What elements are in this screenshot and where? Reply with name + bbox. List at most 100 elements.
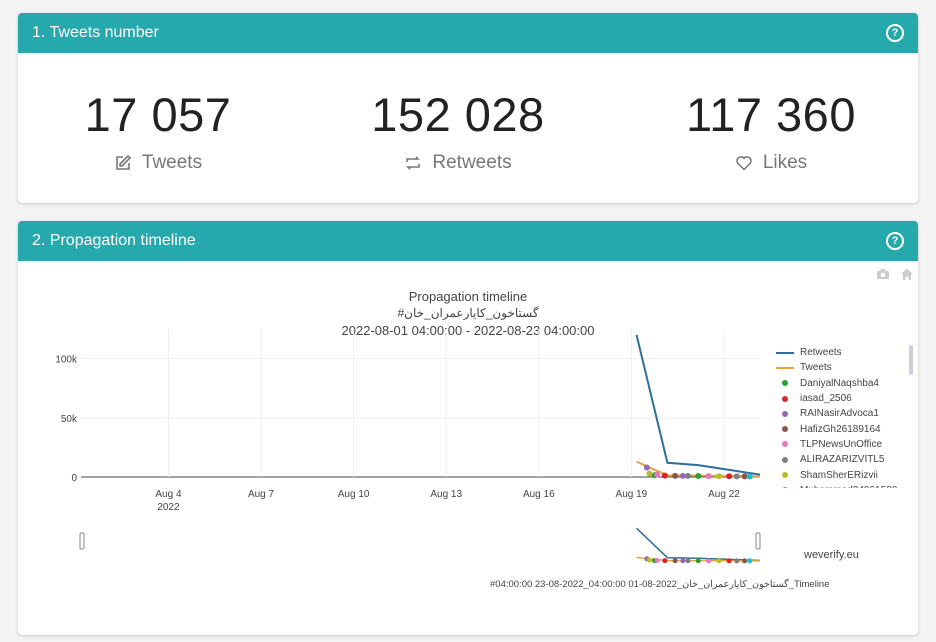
range-marker-alirazarizvitl5	[685, 558, 691, 564]
range-marker-shamshererizvii	[716, 558, 722, 564]
likes-count: 117 360	[686, 88, 856, 141]
range-marker-daniyalnaqshba4	[695, 558, 701, 564]
x-tick-label: Aug 16	[523, 489, 555, 500]
range-marker-iasad_2506	[662, 558, 668, 564]
marker-alirazarizvitl5	[733, 473, 740, 480]
chart-date-range: 2022-08-01 04:00:00 - 2022-08-23 04:00:0…	[341, 323, 595, 338]
legend-swatch	[776, 441, 794, 448]
retweets-label: Retweets	[432, 152, 512, 173]
chart-titles: Propagation timeline گستاخون_کایارعمران_…	[278, 288, 658, 339]
likes-label: Likes	[762, 152, 808, 173]
legend-swatch	[776, 472, 794, 479]
legend-item[interactable]: Tweets	[776, 360, 906, 375]
legend-label: Muhammad24961530	[800, 485, 897, 488]
legend-swatch	[776, 456, 794, 463]
legend-label: iasad_2506	[800, 393, 852, 405]
legend-swatch	[776, 351, 794, 354]
legend-item[interactable]: HafizGh26189164	[776, 421, 906, 436]
chart-title: Propagation timeline	[408, 289, 528, 304]
legend-label: RAINasirAdvoca1	[800, 408, 879, 420]
x-tick-label: Aug 7	[248, 489, 275, 500]
legend-item[interactable]: ALIRAZARIZVITL5	[776, 452, 906, 467]
legend-label: TLPNewsUnOffice	[800, 438, 883, 450]
marker-hafizgh26189164	[672, 472, 679, 479]
marker-rainasiradvoca1	[679, 472, 686, 479]
stats-row: 17 057 Tweets 152 028 Retweets 117 360 L…	[18, 53, 918, 203]
legend-label: Retweets	[800, 347, 842, 359]
propagation-timeline-card: 2. Propagation timeline ? Propagation ti…	[18, 221, 918, 635]
legend-label: ALIRAZARIZVITL5	[800, 454, 885, 466]
propagation-chart[interactable]: 0 50k 100k Aug 4 2022 Aug 7 Aug 10 Aug 13 Aug 16…	[18, 261, 918, 635]
tweets-number-header: 1. Tweets number ?	[18, 13, 918, 53]
propagation-timeline-title: 2. Propagation timeline	[32, 232, 196, 249]
range-handle-left	[79, 532, 85, 550]
marker-tlpnewsunoffice	[705, 473, 712, 480]
legend-swatch	[776, 426, 794, 433]
legend-item[interactable]: ShamSherERizvii	[776, 467, 906, 482]
range-marker-hafizgh26189164	[742, 558, 748, 564]
legend-item[interactable]: DaniyalNaqshba4	[776, 376, 906, 391]
marker-rainasiradvoca1	[643, 464, 650, 471]
help-icon[interactable]: ?	[886, 232, 904, 250]
x-tick-label: Aug 22	[708, 489, 740, 500]
retweets-count: 152 028	[371, 88, 545, 141]
x-tick-label: Aug 4	[155, 489, 182, 500]
likes-stat: 117 360 Likes	[621, 87, 918, 174]
x-tick-sublabel: 2022	[157, 502, 180, 513]
propagation-timeline-header: 2. Propagation timeline ?	[18, 221, 918, 261]
x-tick-label: Aug 19	[616, 489, 648, 500]
tweets-label: Tweets	[141, 152, 203, 173]
x-tick-label: Aug 10	[338, 489, 370, 500]
legend-label: DaniyalNaqshba4	[800, 377, 879, 389]
legend-swatch	[776, 487, 794, 488]
legend-item[interactable]: RAINasirAdvoca1	[776, 406, 906, 421]
legend-label: ShamSherERizvii	[800, 469, 878, 481]
range-marker-iasad_2506	[726, 558, 732, 564]
marker-tlpnewsunoffice	[654, 471, 661, 478]
range-marker-tlpnewsunoffice	[654, 557, 660, 563]
retweet-icon	[406, 156, 421, 170]
range-marker-rainasiradvoca1	[680, 558, 686, 564]
tweets-number-title: 1. Tweets number	[32, 24, 159, 41]
legend-swatch	[776, 410, 794, 417]
home-icon[interactable]	[900, 267, 914, 281]
chart-legend[interactable]: Retweets Tweets DaniyalNaqshba4 iasad_2506 R…	[776, 345, 906, 488]
chart-toolbar	[876, 267, 914, 281]
weverify-watermark: weverify.eu	[804, 549, 859, 561]
legend-swatch	[776, 395, 794, 402]
legend-swatch	[776, 366, 794, 369]
edit-icon	[116, 154, 132, 170]
legend-item[interactable]: TLPNewsUnOffice	[776, 437, 906, 452]
marker-hafizgh26189164	[741, 473, 748, 480]
retweets-stat: 152 028 Retweets	[308, 87, 608, 174]
range-marker-hafizgh26189164	[672, 558, 678, 564]
legend-swatch	[776, 380, 794, 387]
legend-scrollbar[interactable]	[909, 345, 913, 375]
range-marker-muhammad24961530	[747, 558, 753, 564]
legend-item[interactable]: iasad_2506	[776, 391, 906, 406]
camera-icon[interactable]	[876, 267, 890, 281]
range-marker-tlpnewsunoffice	[706, 558, 712, 564]
marker-daniyalnaqshba4	[695, 473, 702, 480]
range-marker-alirazarizvitl5	[734, 558, 740, 564]
legend-item[interactable]: Retweets	[776, 345, 906, 360]
marker-shamshererizvii	[646, 470, 653, 477]
chart-subtitle: گستاخون_کایارعمران_خان#	[397, 306, 539, 320]
marker-alirazarizvitl5	[684, 472, 691, 479]
legend-label: Tweets	[800, 362, 832, 374]
y-tick-label: 100k	[55, 355, 78, 366]
marker-iasad_2506	[726, 473, 733, 480]
tweets-count: 17 057	[84, 88, 232, 141]
marker-muhammad24961530	[746, 473, 753, 480]
heart-icon	[736, 156, 752, 171]
tweets-number-card: 1. Tweets number ? 17 057 Tweets 152 028…	[18, 13, 918, 203]
series-line-retweets	[635, 334, 761, 476]
legend-label: HafizGh26189164	[800, 423, 881, 435]
x-tick-label: Aug 13	[430, 489, 462, 500]
range-marker-shamshererizvii	[646, 557, 652, 563]
range-handle-right	[755, 532, 761, 550]
legend-item[interactable]: Muhammad24961530	[776, 483, 906, 488]
help-icon[interactable]: ?	[886, 24, 904, 42]
y-tick-label: 50k	[61, 414, 78, 425]
tweets-stat: 17 057 Tweets	[18, 87, 308, 174]
